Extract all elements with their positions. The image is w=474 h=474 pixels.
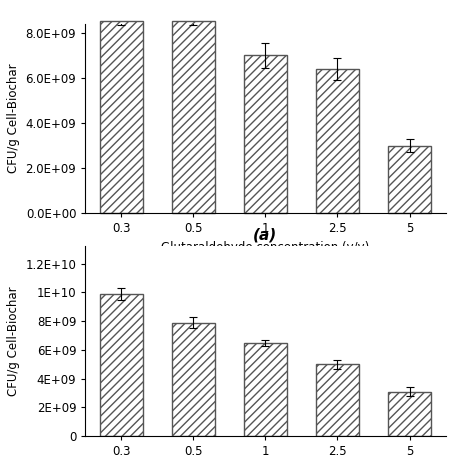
Bar bbox=[244, 55, 287, 213]
Bar bbox=[100, 294, 143, 436]
Bar bbox=[388, 146, 431, 213]
X-axis label: Glutaraldehyde concentration (v/v): Glutaraldehyde concentration (v/v) bbox=[161, 241, 370, 254]
Bar bbox=[316, 364, 359, 436]
Text: (a): (a) bbox=[253, 227, 278, 242]
Y-axis label: CFU/g Cell-Biochar: CFU/g Cell-Biochar bbox=[7, 286, 20, 396]
Bar bbox=[172, 323, 215, 436]
Bar bbox=[244, 343, 287, 436]
Bar bbox=[388, 392, 431, 436]
Bar bbox=[100, 21, 143, 213]
Bar bbox=[316, 69, 359, 213]
Y-axis label: CFU/g Cell-Biochar: CFU/g Cell-Biochar bbox=[7, 64, 20, 173]
Bar bbox=[172, 21, 215, 213]
